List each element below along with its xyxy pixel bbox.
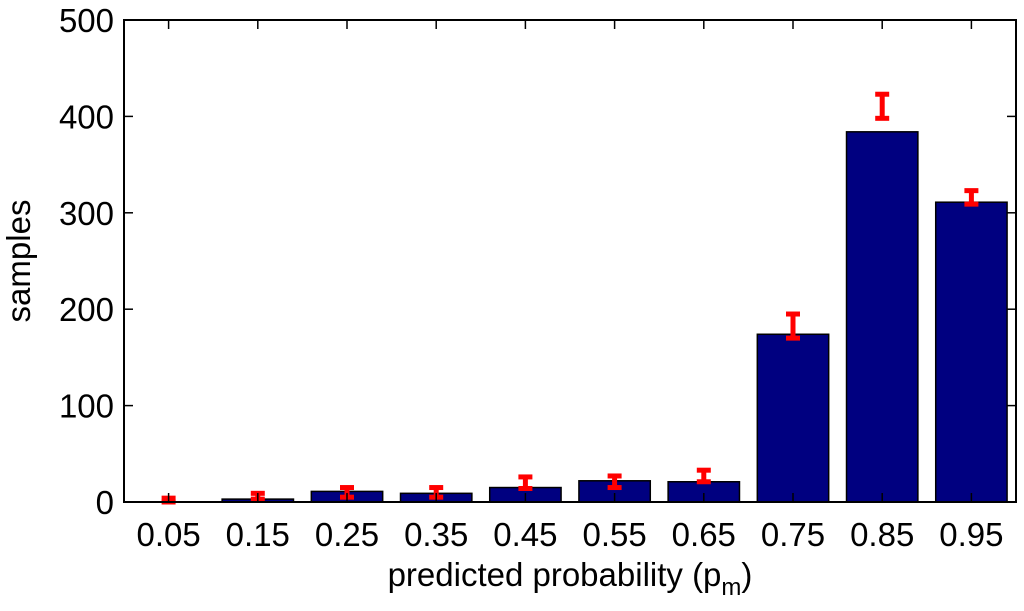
y-tick-label-0: 0 xyxy=(96,484,114,521)
plot-frame xyxy=(123,19,1017,503)
x-tick-label-0.35: 0.35 xyxy=(404,516,468,553)
y-axis-ticks: 0 100 200 300 400 500 xyxy=(59,2,1016,521)
y-tick-label-200: 200 xyxy=(59,291,114,328)
bar-0.75 xyxy=(756,333,830,503)
x-tick-label-0.65: 0.65 xyxy=(672,516,736,553)
error-bar-0.85 xyxy=(875,91,890,121)
error-bar-0.75 xyxy=(786,311,800,341)
error-bar-0.65 xyxy=(696,467,711,485)
x-tick-label-0.45: 0.45 xyxy=(493,516,557,553)
x-axis-title: predicted probability (pm) xyxy=(388,556,753,601)
x-axis-title-close: ) xyxy=(741,556,752,593)
x-tick-label-0.75: 0.75 xyxy=(761,516,825,553)
error-bar-0.55 xyxy=(607,473,622,491)
error-bar-0.45 xyxy=(518,474,533,492)
y-axis-title: samples xyxy=(0,200,37,323)
y-tick-label-500: 500 xyxy=(59,2,114,39)
x-tick-label-0.15: 0.15 xyxy=(226,516,290,553)
x-axis-title-main: predicted probability (p xyxy=(388,556,722,593)
x-tick-label-0.85: 0.85 xyxy=(850,516,914,553)
x-axis-ticks: 0.05 0.15 0.25 0.35 0.45 0.55 0.65 0.75 0.85 0.95 xyxy=(136,20,1004,553)
y-tick-label-400: 400 xyxy=(59,98,114,135)
y-tick-label-100: 100 xyxy=(59,388,114,425)
x-tick-label-0.25: 0.25 xyxy=(315,516,379,553)
x-axis-title-subscript: m xyxy=(721,574,741,601)
bar-0.85 xyxy=(845,131,919,503)
bars-group xyxy=(221,131,1008,503)
x-tick-label-0.95: 0.95 xyxy=(939,516,1003,553)
x-tick-label-0.05: 0.05 xyxy=(136,516,200,553)
y-tick-label-300: 300 xyxy=(59,195,114,232)
error-bar-0.95 xyxy=(964,188,979,207)
x-tick-label-0.55: 0.55 xyxy=(582,516,646,553)
bar-0.95 xyxy=(934,201,1008,503)
